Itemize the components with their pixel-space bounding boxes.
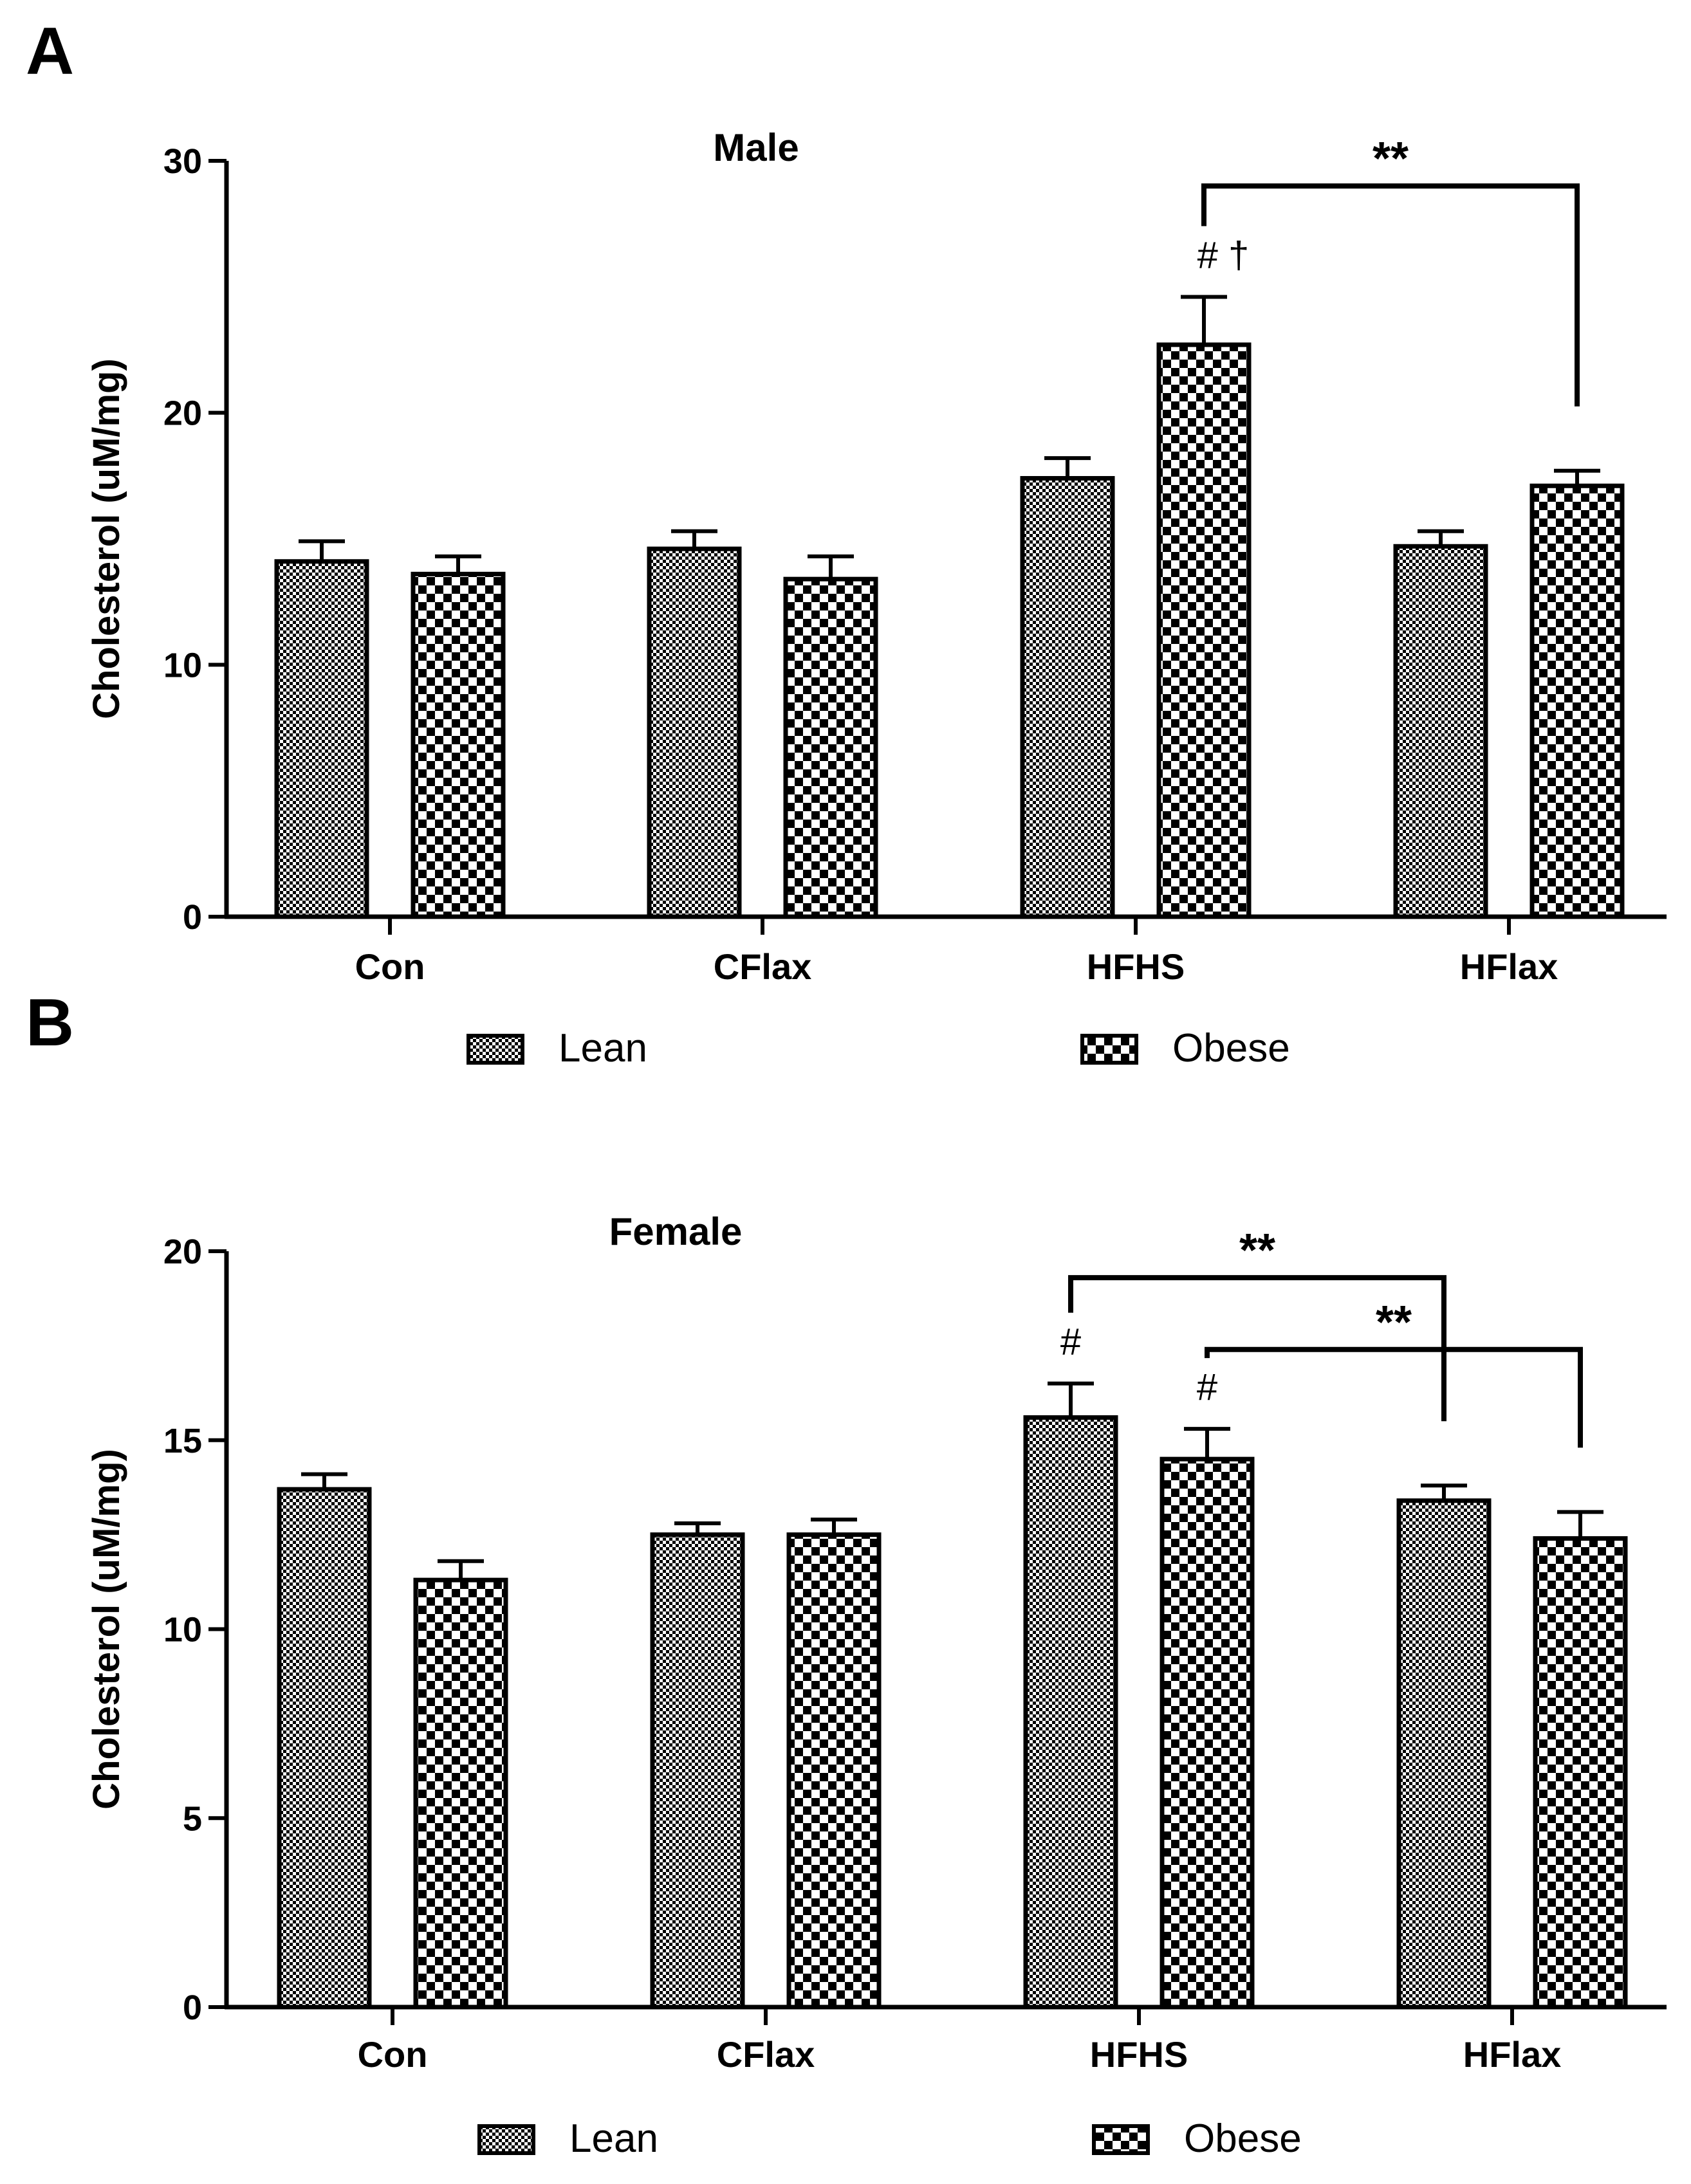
y-tick-label: 20 [163, 1233, 202, 1271]
bar-lean [1020, 476, 1115, 919]
bar-lean [647, 546, 742, 919]
bar-obese [411, 571, 506, 919]
x-tick-label: CFlax [714, 946, 812, 987]
x-tick-label: HFlax [1460, 946, 1558, 987]
legend-swatch-obese [1092, 2124, 1150, 2155]
x-tick-label: HFHS [1090, 2034, 1188, 2075]
panel-letter: B [26, 986, 74, 1060]
y-tick-label: 5 [183, 1799, 202, 1838]
significance-mark: # [1060, 1321, 1081, 1363]
bar-lean [1396, 1498, 1492, 2010]
significance-bracket [1205, 1346, 1583, 1448]
bar-obese [1160, 1456, 1255, 2010]
significance-bracket [1201, 183, 1580, 407]
bar-obese [1533, 1536, 1628, 2010]
panel-letter: A [26, 14, 74, 89]
x-tick-label: Con [358, 2034, 428, 2075]
significance-mark: # [1197, 1366, 1217, 1408]
chart-title: Female [609, 1210, 743, 1253]
legend-swatch-lean [477, 2124, 535, 2155]
bar-lean [274, 559, 369, 919]
legend-label: Obese [1172, 1026, 1290, 1070]
y-tick-label: 0 [183, 898, 202, 937]
chart-title: Male [713, 126, 799, 169]
x-tick-label: CFlax [717, 2034, 815, 2075]
bar-lean [1393, 544, 1488, 919]
y-axis-title: Cholesterol (uM/mg) [86, 1449, 127, 1810]
bar-lean [650, 1532, 745, 2010]
significance-stars: ** [1239, 1225, 1275, 1276]
y-tick-label: 10 [163, 1611, 202, 1649]
legend-label: Lean [569, 2116, 658, 2161]
legend-swatch-lean [467, 1034, 524, 1065]
y-tick-label: 10 [163, 646, 202, 684]
y-tick-label: 15 [163, 1422, 202, 1460]
bar-obese [786, 1532, 882, 2010]
bar-obese [413, 1577, 508, 2010]
y-tick-label: 0 [183, 1988, 202, 2027]
chart-male: A Male 0 10 20 30 Cholesterol (uM/mg) Con CFlax H… [26, 14, 1667, 1070]
significance-stars: ** [1372, 133, 1409, 185]
chart-female: B Female 0 5 10 15 20 Cholesterol (uM/mg) Con CFl… [26, 986, 1667, 2161]
legend-label: Obese [1184, 2116, 1302, 2161]
bar-obese [1156, 342, 1252, 919]
significance-mark: # † [1197, 235, 1250, 277]
legend-swatch-obese [1080, 1034, 1138, 1065]
significance-stars: ** [1376, 1297, 1412, 1348]
bar-obese [783, 576, 878, 919]
y-tick-label: 20 [163, 394, 202, 433]
x-tick-label: Con [355, 946, 425, 987]
x-tick-label: HFlax [1463, 2034, 1562, 2075]
bar-lean [1023, 1415, 1118, 2010]
bar-lean [277, 1487, 372, 2010]
y-axis-title: Cholesterol (uM/mg) [86, 358, 127, 719]
bar-obese [1529, 483, 1625, 919]
x-tick-label: HFHS [1087, 946, 1185, 987]
legend-label: Lean [559, 1026, 647, 1070]
y-tick-label: 30 [163, 142, 202, 181]
